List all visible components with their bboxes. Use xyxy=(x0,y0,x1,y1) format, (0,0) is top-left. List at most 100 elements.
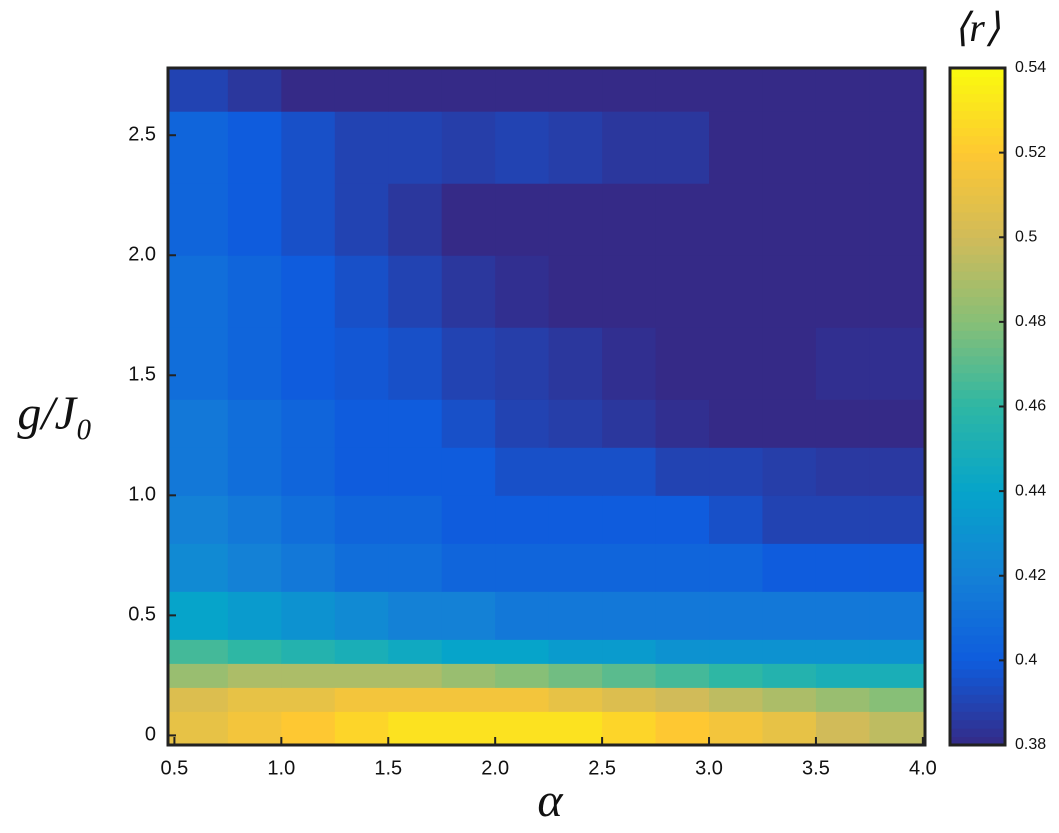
x-tick-label: 2.0 xyxy=(481,757,509,779)
x-tick-label: 1.0 xyxy=(267,757,295,779)
colorbar-swatch xyxy=(950,161,1005,171)
colorbar-swatch xyxy=(950,575,1005,585)
colorbar-swatch xyxy=(950,347,1005,357)
colorbar-swatch xyxy=(950,101,1005,111)
heatmap-cell xyxy=(548,639,603,664)
colorbar-swatch xyxy=(950,508,1005,518)
heatmap-cell xyxy=(495,255,550,328)
colorbar-swatch xyxy=(950,152,1005,162)
heatmap-cell xyxy=(227,111,282,184)
heatmap-cell xyxy=(869,543,926,592)
colorbar-swatch xyxy=(950,457,1005,467)
heatmap-cell xyxy=(281,639,336,664)
colorbar-swatch xyxy=(950,736,1005,746)
colorbar-swatch xyxy=(950,465,1005,475)
x-tick-label: 3.5 xyxy=(802,757,830,779)
heatmap-cell xyxy=(655,711,710,746)
heatmap-cell xyxy=(168,495,229,544)
heatmap-cell xyxy=(762,639,817,664)
heatmap-cell xyxy=(281,183,336,256)
colorbar-swatch xyxy=(950,321,1005,331)
colorbar-swatch xyxy=(950,423,1005,433)
heatmap-cell xyxy=(815,255,870,328)
colorbar-swatch xyxy=(950,685,1005,695)
colorbar-swatch xyxy=(950,76,1005,86)
colorbar-swatch xyxy=(950,194,1005,204)
colorbar-swatch xyxy=(950,702,1005,712)
heatmap-cell xyxy=(602,327,657,400)
heatmap-cell xyxy=(869,68,926,112)
colorbar-swatch xyxy=(950,169,1005,179)
colorbar-swatch xyxy=(950,592,1005,602)
heatmap-cell xyxy=(655,591,710,640)
colorbar-swatch xyxy=(950,668,1005,678)
heatmap-cell xyxy=(227,639,282,664)
y-tick-label: 1.5 xyxy=(128,364,156,386)
heatmap-cell xyxy=(227,183,282,256)
heatmap-cell xyxy=(548,255,603,328)
colorbar-swatch xyxy=(950,524,1005,535)
heatmap-cell xyxy=(441,639,496,664)
colorbar-swatch xyxy=(950,228,1005,238)
heatmap-cell xyxy=(762,543,817,592)
colorbar-swatch xyxy=(950,651,1005,661)
y-tick-label: 0.5 xyxy=(128,604,156,626)
colorbar-swatch xyxy=(950,516,1005,526)
heatmap-cell xyxy=(655,399,710,448)
heatmap-cell xyxy=(602,687,657,712)
heatmap-cell xyxy=(655,687,710,712)
colorbar-tick-label: 0.38 xyxy=(1015,736,1046,753)
heatmap-cell xyxy=(602,447,657,496)
heatmap-cell xyxy=(388,639,443,664)
heatmap-cell xyxy=(227,591,282,640)
heatmap-cell xyxy=(548,495,603,544)
heatmap-cell xyxy=(441,327,496,400)
heatmap-cell xyxy=(495,687,550,712)
colorbar-swatch xyxy=(950,186,1005,196)
heatmap-cell xyxy=(548,663,603,688)
heatmap-cell xyxy=(227,663,282,688)
heatmap-cell xyxy=(227,543,282,592)
heatmap-cell xyxy=(762,663,817,688)
x-tick-label: 2.5 xyxy=(588,757,616,779)
heatmap-cell xyxy=(762,495,817,544)
heatmap-cell xyxy=(815,111,870,184)
heatmap-cell xyxy=(869,399,926,448)
heatmap-cell xyxy=(762,591,817,640)
heatmap-cell xyxy=(441,663,496,688)
colorbar-swatch xyxy=(950,330,1005,340)
colorbar-tick-label: 0.5 xyxy=(1015,228,1037,245)
heatmap-cell xyxy=(815,447,870,496)
heatmap-cell xyxy=(281,68,336,112)
colorbar-swatch xyxy=(950,499,1005,509)
heatmap-cell xyxy=(168,68,229,112)
heatmap-cell xyxy=(495,68,550,112)
heatmap-cell xyxy=(388,543,443,592)
heatmap-cell xyxy=(227,327,282,400)
heatmap-cell xyxy=(709,687,763,712)
y-tick-label: 1.0 xyxy=(128,484,156,506)
heatmap-cell xyxy=(495,591,550,640)
colorbar-swatch xyxy=(950,677,1005,687)
heatmap-cell xyxy=(168,399,229,448)
heatmap-cell xyxy=(168,543,229,592)
heatmap-cell xyxy=(334,327,389,400)
colorbar-swatch xyxy=(950,127,1005,137)
colorbar-swatch xyxy=(950,118,1005,128)
heatmap-cell xyxy=(709,327,763,400)
heatmap-cell xyxy=(388,111,443,184)
heatmap-cell xyxy=(762,255,817,328)
heatmap-cell xyxy=(655,543,710,592)
heatmap-cell xyxy=(168,687,229,712)
heatmap-cell xyxy=(655,183,710,256)
heatmap-cell xyxy=(815,495,870,544)
heatmap-cell xyxy=(709,591,763,640)
heatmap-cell xyxy=(388,663,443,688)
colorbar-swatch xyxy=(950,406,1005,416)
colorbar-swatch xyxy=(950,304,1005,315)
colorbar-swatch xyxy=(950,448,1005,458)
colorbar-swatch xyxy=(950,550,1005,560)
heatmap-cell xyxy=(709,255,763,328)
colorbar-swatch xyxy=(950,178,1005,188)
heatmap-cell xyxy=(495,663,550,688)
